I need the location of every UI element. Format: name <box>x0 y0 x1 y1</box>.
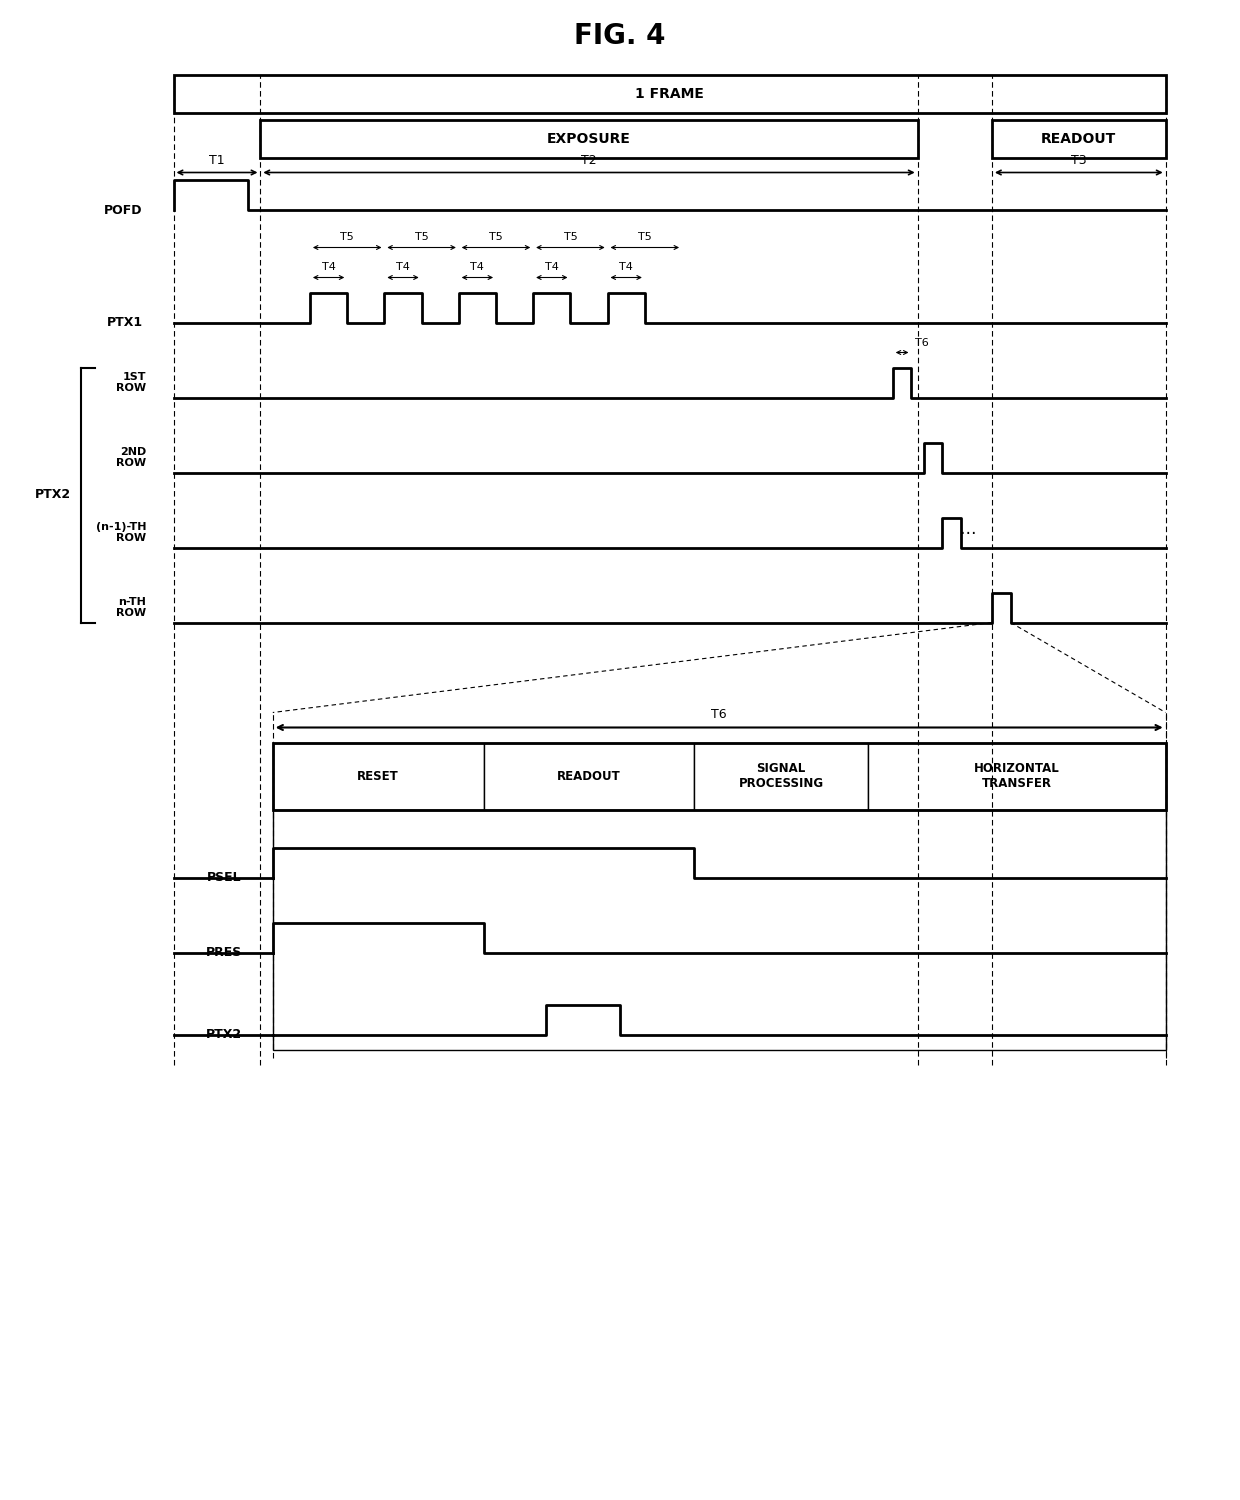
Text: T1: T1 <box>210 153 224 166</box>
Text: T4: T4 <box>321 262 336 273</box>
Text: T4: T4 <box>544 262 559 273</box>
FancyBboxPatch shape <box>273 742 484 810</box>
Text: T4: T4 <box>619 262 634 273</box>
Text: 1ST
ROW: 1ST ROW <box>117 372 146 393</box>
Text: T6: T6 <box>915 338 929 348</box>
FancyBboxPatch shape <box>484 742 694 810</box>
Text: ⋯: ⋯ <box>959 524 976 542</box>
Text: RESET: RESET <box>357 770 399 783</box>
Text: 2ND
ROW: 2ND ROW <box>117 447 146 468</box>
Text: SIGNAL
PROCESSING: SIGNAL PROCESSING <box>739 762 823 790</box>
Text: EXPOSURE: EXPOSURE <box>547 132 631 146</box>
Text: T3: T3 <box>1071 153 1086 166</box>
Text: PRES: PRES <box>206 946 242 958</box>
Text: PSEL: PSEL <box>207 871 242 883</box>
Text: FIG. 4: FIG. 4 <box>574 22 666 51</box>
Text: T5: T5 <box>340 232 355 242</box>
Text: PTX2: PTX2 <box>35 489 71 501</box>
Text: READOUT: READOUT <box>557 770 621 783</box>
Text: READOUT: READOUT <box>1042 132 1116 146</box>
Text: T5: T5 <box>489 232 503 242</box>
Text: n-TH
ROW: n-TH ROW <box>117 597 146 618</box>
Text: 1 FRAME: 1 FRAME <box>635 87 704 100</box>
FancyBboxPatch shape <box>174 75 1166 112</box>
Text: POFD: POFD <box>104 204 143 216</box>
Text: T5: T5 <box>563 232 578 242</box>
Text: T2: T2 <box>582 153 596 166</box>
Text: PTX2: PTX2 <box>206 1029 242 1041</box>
Text: T5: T5 <box>637 232 652 242</box>
Text: HORIZONTAL
TRANSFER: HORIZONTAL TRANSFER <box>973 762 1060 790</box>
FancyBboxPatch shape <box>694 742 868 810</box>
FancyBboxPatch shape <box>992 120 1166 158</box>
FancyBboxPatch shape <box>868 742 1166 810</box>
Text: (n-1)-TH
ROW: (n-1)-TH ROW <box>95 522 146 543</box>
Text: PTX1: PTX1 <box>107 316 143 328</box>
Text: T5: T5 <box>414 232 429 242</box>
Text: T4: T4 <box>470 262 485 273</box>
Text: T6: T6 <box>712 708 727 722</box>
FancyBboxPatch shape <box>260 120 918 158</box>
Text: T4: T4 <box>396 262 410 273</box>
